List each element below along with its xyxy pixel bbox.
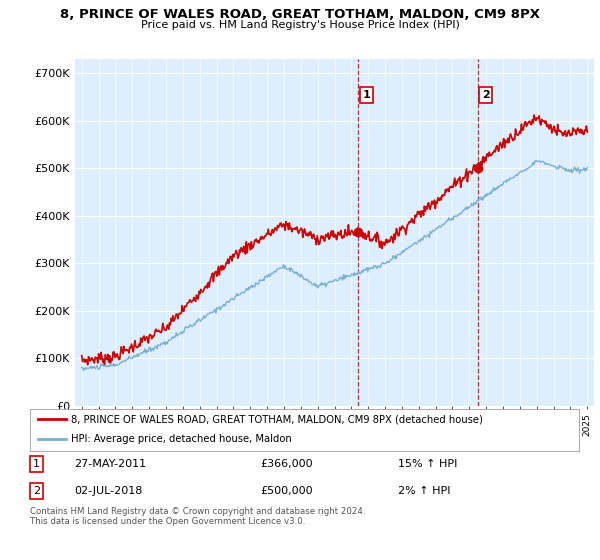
Text: 2% ↑ HPI: 2% ↑ HPI xyxy=(398,486,451,496)
Text: 02-JUL-2018: 02-JUL-2018 xyxy=(74,486,142,496)
Text: £366,000: £366,000 xyxy=(260,459,313,469)
Text: 8, PRINCE OF WALES ROAD, GREAT TOTHAM, MALDON, CM9 8PX (detached house): 8, PRINCE OF WALES ROAD, GREAT TOTHAM, M… xyxy=(71,414,483,424)
Text: Contains HM Land Registry data © Crown copyright and database right 2024.
This d: Contains HM Land Registry data © Crown c… xyxy=(30,507,365,526)
Text: 2: 2 xyxy=(33,486,40,496)
Text: 15% ↑ HPI: 15% ↑ HPI xyxy=(398,459,457,469)
Text: Price paid vs. HM Land Registry's House Price Index (HPI): Price paid vs. HM Land Registry's House … xyxy=(140,20,460,30)
Text: 1: 1 xyxy=(362,90,370,100)
Text: 1: 1 xyxy=(33,459,40,469)
Text: £500,000: £500,000 xyxy=(260,486,313,496)
Text: 8, PRINCE OF WALES ROAD, GREAT TOTHAM, MALDON, CM9 8PX: 8, PRINCE OF WALES ROAD, GREAT TOTHAM, M… xyxy=(60,8,540,21)
Text: HPI: Average price, detached house, Maldon: HPI: Average price, detached house, Mald… xyxy=(71,434,292,444)
Text: 2: 2 xyxy=(482,90,490,100)
Text: 27-MAY-2011: 27-MAY-2011 xyxy=(74,459,146,469)
